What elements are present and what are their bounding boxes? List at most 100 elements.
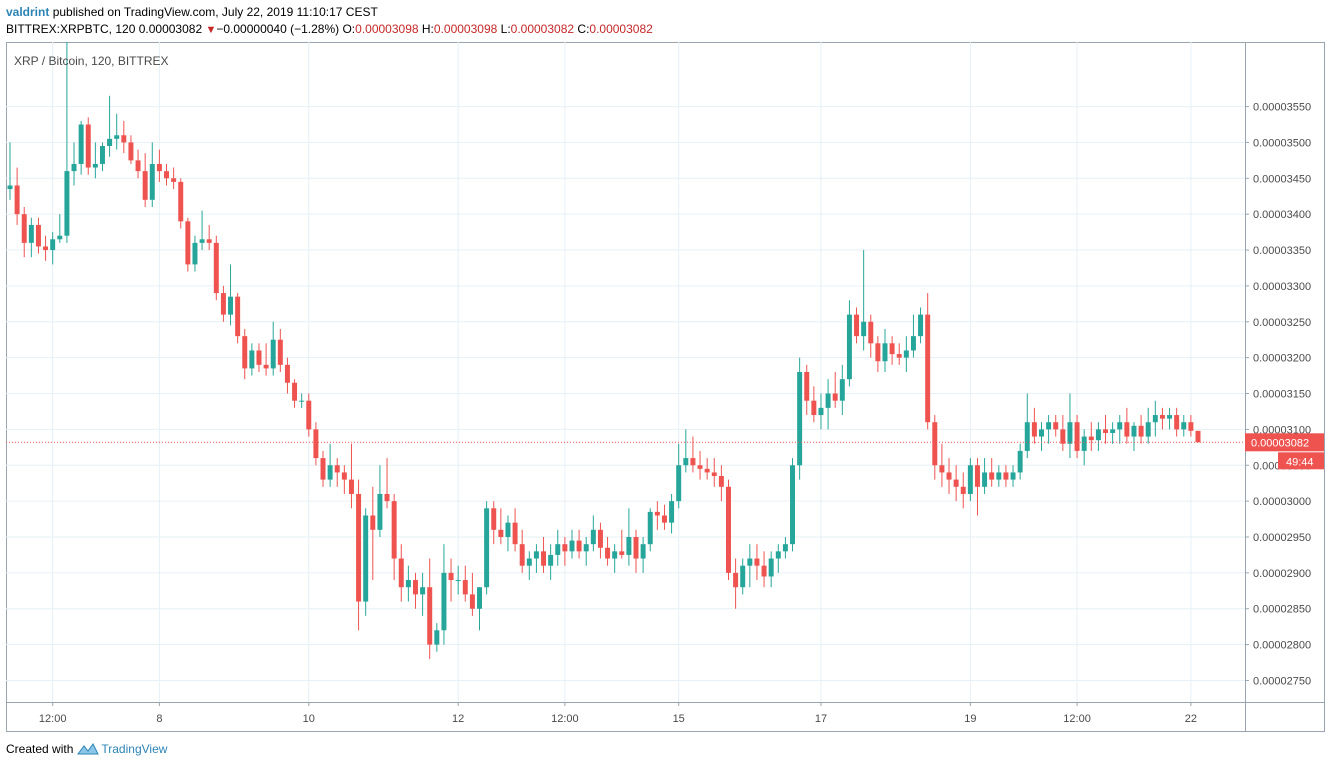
candle	[1031, 407, 1037, 444]
candle-body	[235, 296, 241, 337]
candle	[761, 551, 767, 588]
candle-body	[726, 486, 731, 573]
candle-body	[569, 540, 575, 552]
candle	[320, 450, 326, 487]
ohlc-line: BITTREX:XRPBTC, 120 0.00003082 ▼−0.00000…	[6, 22, 653, 36]
candle-body	[846, 314, 852, 380]
candle-body	[910, 336, 916, 351]
candle-body	[356, 493, 362, 602]
candle	[512, 508, 518, 552]
candle	[1195, 430, 1201, 443]
candle-body	[1167, 415, 1173, 419]
candle-body	[78, 124, 84, 164]
close-label: C:	[577, 22, 590, 36]
y-tick-label: 0.00003150	[1253, 389, 1311, 401]
candle	[683, 429, 689, 473]
grid-lines	[6, 42, 1245, 702]
y-tick-label: 0.00003450	[1253, 173, 1311, 185]
candle	[178, 178, 184, 229]
candle-body	[1188, 422, 1194, 431]
candle-body	[669, 501, 675, 523]
candle-body	[363, 515, 369, 602]
candle-body	[391, 501, 397, 559]
candle	[284, 357, 290, 394]
candle	[711, 458, 717, 487]
candle	[242, 328, 248, 380]
candle-body	[1067, 422, 1073, 444]
candle	[78, 120, 84, 175]
candle-body	[441, 572, 447, 631]
candle-body	[576, 540, 582, 552]
y-tick-label: 0.00002750	[1253, 675, 1311, 687]
candle	[64, 41, 70, 243]
low-value: 0.00003082	[510, 22, 575, 36]
candle-body	[1088, 436, 1094, 441]
candle-body	[661, 515, 667, 523]
last-price-value: 0.00003082	[138, 22, 203, 36]
candle-body	[1074, 422, 1080, 451]
chart-area[interactable]: 0.00003550 0.00003500 0.00003450 0.00003400…	[6, 41, 1325, 732]
change-value: −0.00000040 (−1.28%)	[216, 22, 340, 36]
candle-body	[412, 580, 418, 595]
candle-body	[747, 558, 753, 566]
candle-body	[690, 458, 696, 466]
y-tick-label: 0.00002800	[1253, 640, 1311, 652]
time-axis[interactable]: 12:00 8 10 12 12:00 15 17 19 12:00 22	[6, 702, 1325, 725]
candle	[597, 522, 603, 559]
candle-body	[199, 239, 205, 243]
candle-body	[156, 163, 162, 172]
candle	[782, 537, 788, 559]
candle	[896, 343, 902, 365]
candle-body	[28, 224, 34, 243]
x-tick-label: 12:00	[39, 713, 67, 725]
candle	[612, 544, 618, 573]
candle	[434, 623, 440, 652]
candle	[405, 565, 411, 602]
candle-body	[818, 407, 824, 416]
candle-body	[676, 465, 682, 502]
candle	[441, 544, 447, 645]
author-name[interactable]: valdrint	[6, 5, 50, 19]
candle-body	[348, 479, 354, 494]
candle	[875, 336, 881, 372]
candle-body	[292, 382, 298, 401]
candle	[654, 501, 660, 530]
candle-body	[249, 350, 255, 369]
candle	[697, 450, 703, 480]
candle-body	[782, 544, 788, 552]
candle	[562, 537, 568, 566]
high-label: H:	[421, 22, 434, 36]
candle-body	[1131, 425, 1137, 437]
candle-body	[7, 185, 13, 190]
candle-body	[57, 235, 63, 240]
candle-body	[477, 587, 482, 609]
candlestick-chart[interactable]: 0.00003550 0.00003500 0.00003450 0.00003400…	[6, 41, 1325, 732]
candle-body	[313, 429, 319, 459]
candle-body	[128, 142, 134, 161]
candle	[455, 565, 461, 595]
candle	[633, 529, 639, 573]
tradingview-logo-icon	[77, 743, 100, 755]
candle-body	[14, 185, 20, 215]
candle	[249, 343, 255, 376]
candle-body	[1152, 415, 1158, 423]
candle-body	[754, 558, 760, 566]
candle	[1110, 422, 1116, 444]
candle-body	[1195, 430, 1201, 443]
candle-body	[43, 246, 49, 251]
tradingview-brand[interactable]: TradingView	[101, 742, 168, 756]
candle-body	[370, 515, 376, 530]
candle	[932, 415, 938, 480]
candle-body	[228, 296, 234, 315]
last-price-tag-text: 0.00003082	[1251, 437, 1309, 449]
candle	[1095, 422, 1101, 451]
candle	[1039, 422, 1044, 451]
candle	[7, 142, 13, 200]
candle	[327, 443, 333, 487]
candle	[974, 458, 980, 516]
candle	[846, 300, 852, 387]
candle	[313, 422, 319, 466]
candle-body	[242, 336, 248, 369]
candle	[469, 572, 475, 616]
candle-body	[1046, 422, 1052, 430]
